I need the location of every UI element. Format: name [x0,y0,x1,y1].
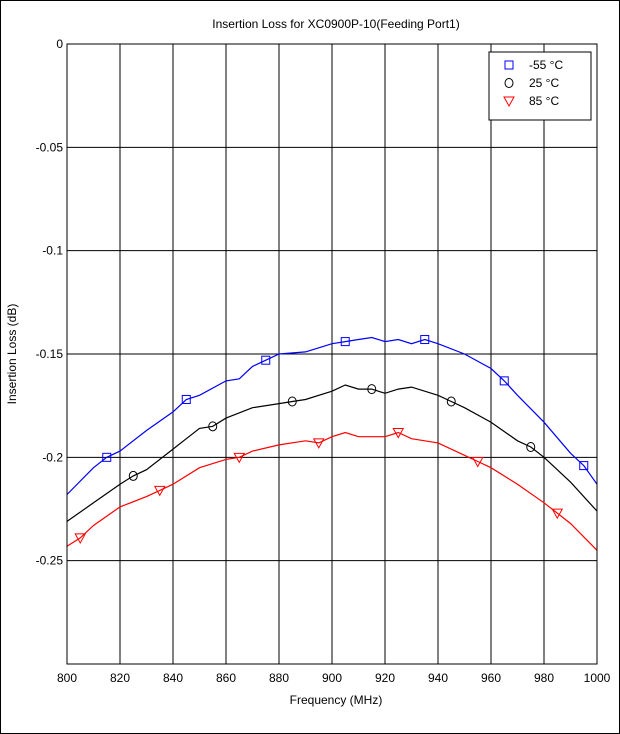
series-2-marker [233,452,246,464]
series-line-0 [66,336,598,495]
x-tick-label: 940 [428,671,448,685]
plot-area-border [66,43,598,665]
x-axis-label: Frequency (MHz) [290,693,383,707]
x-tick-label: 800 [57,671,77,685]
chart-title: Insertion Loss for XC0900P-10(Feeding Po… [212,17,459,31]
series-markers [74,335,589,544]
series-0-marker [102,452,112,462]
y-tick-label: -0.15 [36,347,64,361]
series-2-marker [74,533,87,544]
series-lines [66,336,598,551]
series-0-marker [579,461,589,471]
x-tick-label: 880 [269,671,289,685]
series-2-marker [551,508,564,520]
y-tick-label: -0.2 [42,450,63,464]
legend-entry-0: -55 °C [529,58,563,72]
series-1-marker [446,396,456,407]
y-tick-label: -0.1 [42,244,63,258]
series-2-marker [312,438,325,449]
legend-entry-1: 25 °C [529,76,559,90]
series-2-marker [392,428,405,439]
series-0-marker [420,335,430,345]
series-0-marker [340,337,350,347]
legend: -55 °C 25 °C 85 °C [488,51,592,121]
series-2-marker [471,456,484,468]
series-1-marker [367,384,377,395]
x-tick-label: 1000 [584,671,611,685]
legend-marker-2 [503,96,515,108]
series-1-marker [128,470,138,481]
series-0-marker [499,376,509,386]
series-line-1 [66,384,598,522]
x-tick-label: 960 [481,671,501,685]
y-tick-label: -0.25 [36,554,64,568]
y-tick-label: 0 [56,37,63,51]
series-1-marker [526,442,536,452]
x-tick-label: 920 [375,671,395,685]
series-2-marker [153,485,166,497]
y-tick-labels: 0 -0.05 -0.1 -0.15 -0.2 -0.25 [36,37,64,568]
x-tick-label: 980 [534,671,554,685]
legend-marker-0 [504,60,514,70]
y-tick-label: -0.05 [36,140,64,154]
legend-entry-2: 85 °C [529,94,559,108]
series-1-marker [287,396,297,407]
x-tick-label: 860 [216,671,236,685]
series-0-marker [261,355,271,365]
series-0-marker [181,394,191,404]
legend-marker-1 [504,78,514,88]
x-tick-label: 900 [322,671,342,685]
grid [66,43,598,664]
x-tick-labels: 800 820 840 860 880 900 920 940 960 980 1000 [57,671,611,685]
x-tick-label: 840 [163,671,183,685]
x-tick-label: 820 [110,671,130,685]
series-line-2 [66,431,598,551]
y-axis-label: Insertion Loss (dB) [5,304,19,405]
series-1-marker [208,421,218,432]
